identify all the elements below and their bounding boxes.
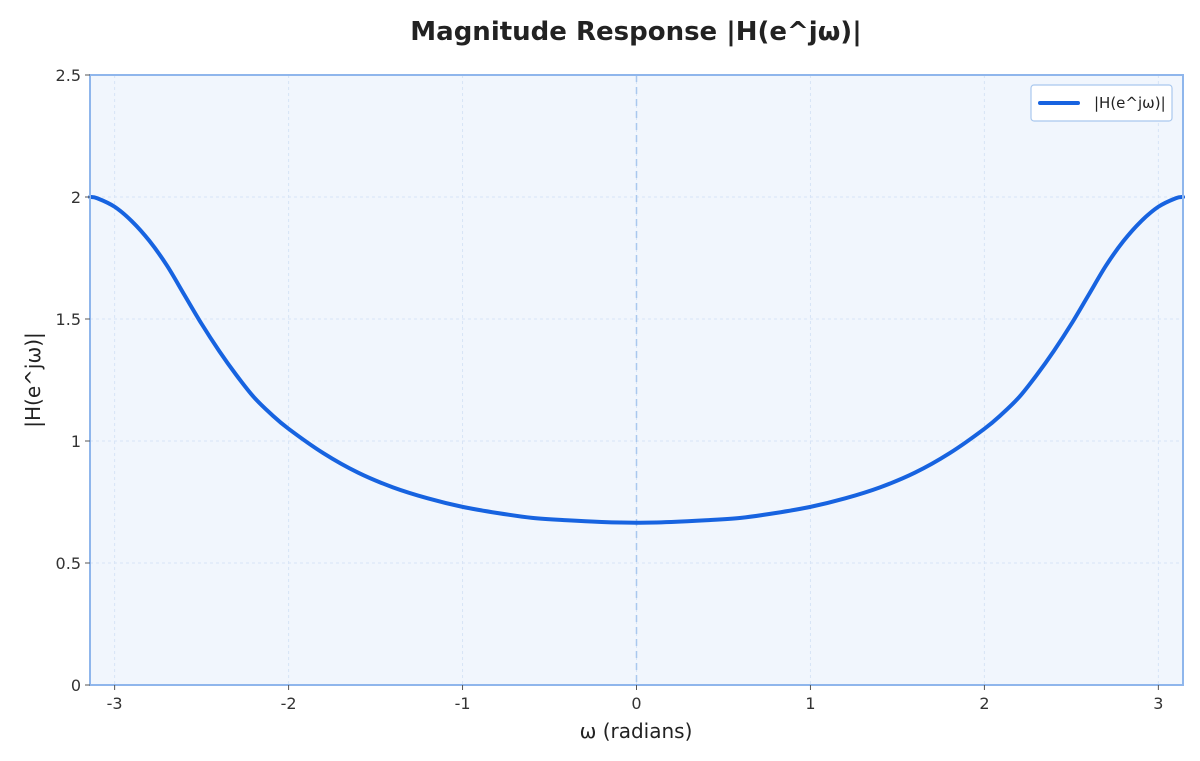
y-tick-label: 0.5 [56,554,81,573]
x-tick-label: 2 [979,694,989,713]
legend: |H(e^jω)| [1030,84,1173,122]
y-tick-label: 0 [71,676,81,695]
x-tick-label: 0 [631,694,641,713]
series-line-magnitude [88,195,1185,525]
x-tick-label: -1 [455,694,471,713]
x-tick-label: -2 [281,694,297,713]
x-axis-label: ω (radians) [580,719,693,743]
x-axis-ticks: -3 -2 -1 0 1 2 3 [107,685,1163,713]
x-tick-label: 3 [1153,694,1163,713]
y-tick-label: 2.5 [56,66,81,85]
chart-title: Magnitude Response |H(e^jω)| [410,17,861,47]
x-tick-label: -3 [107,694,123,713]
legend-box [1030,84,1173,122]
y-axis-label: |H(e^jω)| [21,332,45,428]
y-tick-label: 1 [71,432,81,451]
legend-label: |H(e^jω)| [1094,94,1166,112]
x-tick-label: 1 [805,694,815,713]
y-tick-label: 1.5 [56,310,81,329]
y-tick-label: 2 [71,188,81,207]
y-axis-ticks: 0 0.5 1 1.5 2 2.5 [56,66,90,695]
